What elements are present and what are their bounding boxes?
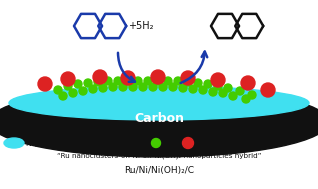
- Circle shape: [154, 77, 162, 85]
- Circle shape: [199, 86, 207, 94]
- Circle shape: [261, 83, 275, 97]
- Circle shape: [189, 85, 197, 93]
- Circle shape: [174, 77, 182, 85]
- Circle shape: [121, 71, 135, 85]
- Circle shape: [89, 85, 97, 93]
- Circle shape: [93, 70, 107, 84]
- Circle shape: [61, 72, 75, 86]
- Circle shape: [169, 83, 177, 91]
- Text: Ni(OH)₂ nanoparticles: Ni(OH)₂ nanoparticles: [26, 139, 109, 147]
- Circle shape: [211, 73, 225, 87]
- Ellipse shape: [0, 87, 318, 157]
- Circle shape: [209, 88, 217, 96]
- Text: Carbon: Carbon: [134, 112, 184, 125]
- Circle shape: [99, 84, 107, 92]
- Text: Ni: Ni: [163, 139, 171, 147]
- Circle shape: [151, 70, 165, 84]
- Circle shape: [242, 95, 250, 103]
- FancyArrowPatch shape: [181, 52, 207, 83]
- Circle shape: [151, 139, 161, 147]
- Circle shape: [74, 80, 82, 88]
- Circle shape: [214, 82, 222, 90]
- Circle shape: [241, 76, 255, 90]
- Circle shape: [164, 77, 172, 85]
- Circle shape: [59, 92, 67, 100]
- Circle shape: [236, 87, 244, 95]
- Circle shape: [184, 78, 192, 86]
- Text: Ru/Ni/Ni(OH)₂/C: Ru/Ni/Ni(OH)₂/C: [124, 167, 194, 176]
- Circle shape: [38, 77, 52, 91]
- Circle shape: [64, 82, 72, 90]
- Ellipse shape: [9, 86, 309, 120]
- Circle shape: [69, 89, 77, 97]
- Circle shape: [219, 89, 227, 97]
- FancyArrowPatch shape: [118, 53, 135, 82]
- Circle shape: [144, 77, 152, 85]
- Circle shape: [224, 84, 232, 92]
- Circle shape: [109, 83, 117, 91]
- Circle shape: [179, 84, 187, 92]
- Circle shape: [104, 77, 112, 85]
- Circle shape: [94, 78, 102, 86]
- Circle shape: [181, 71, 195, 85]
- Circle shape: [134, 77, 142, 85]
- Circle shape: [84, 79, 92, 87]
- Circle shape: [159, 83, 167, 91]
- Circle shape: [139, 83, 147, 91]
- Circle shape: [194, 79, 202, 87]
- Circle shape: [54, 86, 62, 94]
- Circle shape: [183, 138, 193, 149]
- Text: “Ru nanoclusters-on-Ni-on-Ni(OH)₂ nanoparticles hybrid”: “Ru nanoclusters-on-Ni-on-Ni(OH)₂ nanopa…: [57, 153, 261, 159]
- Circle shape: [248, 91, 256, 99]
- Text: Ru: Ru: [196, 139, 206, 147]
- Circle shape: [129, 83, 137, 91]
- Circle shape: [204, 80, 212, 88]
- Circle shape: [149, 83, 157, 91]
- Circle shape: [119, 83, 127, 91]
- Circle shape: [124, 77, 132, 85]
- Circle shape: [114, 77, 122, 85]
- Circle shape: [79, 87, 87, 95]
- Text: +5H₂: +5H₂: [128, 21, 154, 31]
- Ellipse shape: [4, 138, 24, 148]
- Circle shape: [229, 92, 237, 100]
